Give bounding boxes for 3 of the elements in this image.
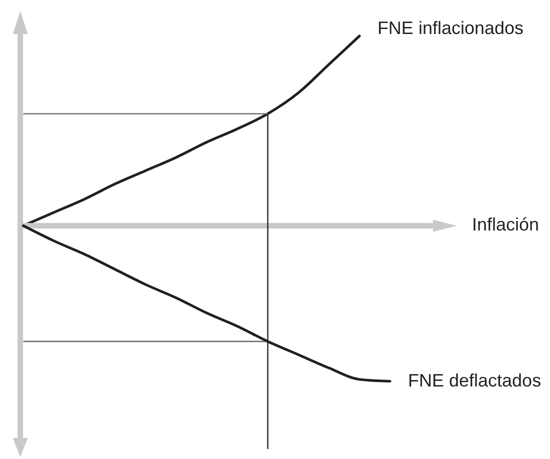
x-axis-title: Inflación	[472, 214, 540, 235]
series-label: FNE inflacionados	[377, 18, 524, 38]
series-label: FNE deflactados	[408, 370, 542, 390]
